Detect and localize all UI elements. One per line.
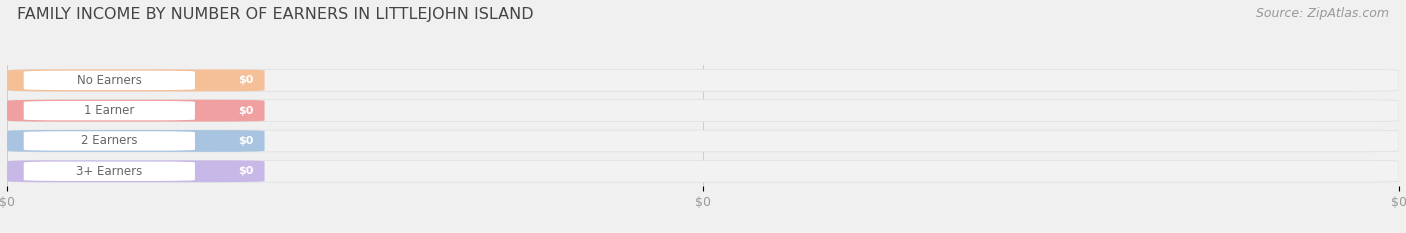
FancyBboxPatch shape: [7, 160, 1399, 182]
FancyBboxPatch shape: [24, 131, 195, 151]
Text: Source: ZipAtlas.com: Source: ZipAtlas.com: [1256, 7, 1389, 20]
FancyBboxPatch shape: [7, 100, 264, 122]
FancyBboxPatch shape: [24, 71, 195, 90]
Text: 3+ Earners: 3+ Earners: [76, 165, 142, 178]
FancyBboxPatch shape: [24, 161, 195, 181]
FancyBboxPatch shape: [7, 130, 264, 152]
Text: 2 Earners: 2 Earners: [82, 134, 138, 147]
Text: $0: $0: [238, 75, 253, 85]
Text: $0: $0: [238, 166, 253, 176]
FancyBboxPatch shape: [7, 69, 264, 91]
FancyBboxPatch shape: [7, 100, 1399, 122]
Text: No Earners: No Earners: [77, 74, 142, 87]
Text: FAMILY INCOME BY NUMBER OF EARNERS IN LITTLEJOHN ISLAND: FAMILY INCOME BY NUMBER OF EARNERS IN LI…: [17, 7, 533, 22]
FancyBboxPatch shape: [24, 101, 195, 120]
FancyBboxPatch shape: [7, 130, 1399, 152]
Text: 1 Earner: 1 Earner: [84, 104, 135, 117]
Text: $0: $0: [238, 106, 253, 116]
FancyBboxPatch shape: [7, 160, 264, 182]
FancyBboxPatch shape: [7, 69, 1399, 91]
Text: $0: $0: [238, 136, 253, 146]
